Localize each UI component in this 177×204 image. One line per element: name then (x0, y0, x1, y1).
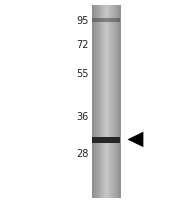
Bar (100, 6, 101, 198)
Bar (109, 6, 110, 198)
Bar (101, 6, 103, 198)
Bar (95, 6, 96, 198)
Bar (92, 6, 93, 198)
Bar (102, 6, 104, 198)
Bar (116, 6, 117, 198)
Bar (115, 6, 116, 198)
Bar (118, 6, 119, 198)
Bar (110, 6, 111, 198)
Bar (103, 6, 104, 198)
Bar (106, 6, 107, 198)
Bar (118, 6, 120, 198)
Bar (96, 6, 97, 198)
Bar (92, 138, 120, 143)
Bar (98, 6, 99, 198)
Text: 55: 55 (76, 69, 88, 78)
Bar (93, 6, 94, 198)
Text: 95: 95 (76, 16, 88, 25)
Bar (119, 6, 121, 198)
Bar (113, 6, 114, 198)
Bar (97, 6, 98, 198)
Bar (101, 6, 102, 198)
Bar (104, 6, 105, 198)
Bar (117, 6, 118, 198)
Bar (99, 6, 100, 198)
Polygon shape (127, 132, 143, 147)
Text: 36: 36 (76, 111, 88, 121)
Bar (108, 6, 109, 198)
Bar (92, 19, 120, 23)
Bar (111, 6, 112, 198)
Text: 72: 72 (76, 40, 88, 50)
Bar (94, 6, 95, 198)
Bar (105, 6, 106, 198)
Bar (107, 6, 108, 198)
Bar (114, 6, 115, 198)
Text: 28: 28 (76, 148, 88, 158)
Bar (112, 6, 113, 198)
